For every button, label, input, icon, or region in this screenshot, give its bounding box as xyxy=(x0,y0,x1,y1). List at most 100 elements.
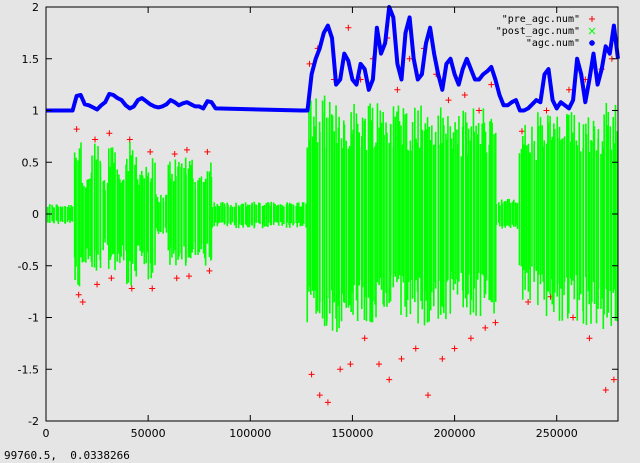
post-agc-strip xyxy=(231,206,234,223)
post-agc-strip xyxy=(55,204,58,221)
post-agc-strip xyxy=(113,162,115,254)
post-agc-strip xyxy=(432,144,435,307)
post-agc-strip xyxy=(68,205,70,221)
post-agc-strip xyxy=(198,177,201,253)
post-agc-strip xyxy=(561,138,564,321)
post-agc-strip xyxy=(514,202,517,227)
pre-agc-point xyxy=(525,298,532,305)
post-agc-strip xyxy=(576,145,579,321)
post-agc-strip xyxy=(290,203,293,224)
post-agc-strip xyxy=(78,148,81,287)
post-agc-strip xyxy=(114,152,116,271)
post-agc-strip xyxy=(227,204,229,224)
post-agc-strip xyxy=(476,134,479,280)
post-agc-strip xyxy=(338,116,340,329)
post-agc-strip xyxy=(289,202,291,228)
y-tick-label: 0 xyxy=(32,208,39,221)
post-agc-strip xyxy=(386,132,388,307)
post-agc-strip xyxy=(302,202,305,224)
post-agc-strip xyxy=(445,133,447,320)
post-agc-strip xyxy=(157,201,160,234)
post-agc-strip xyxy=(547,122,550,292)
post-agc-strip xyxy=(501,203,503,229)
post-agc-strip xyxy=(292,205,295,225)
post-agc-strip xyxy=(495,204,498,226)
post-agc-strip xyxy=(612,116,615,293)
post-agc-strip xyxy=(77,160,79,285)
post-agc-strip xyxy=(151,158,154,273)
post-agc-strip xyxy=(579,151,582,295)
post-agc-strip xyxy=(535,159,537,272)
post-agc-strip xyxy=(451,148,453,280)
legend-marker xyxy=(589,16,595,22)
post-agc-strip xyxy=(253,203,256,227)
post-agc-strip xyxy=(382,111,384,305)
pre-agc-point xyxy=(543,107,550,114)
post-agc-strip xyxy=(102,181,105,251)
post-agc-strip xyxy=(420,105,422,301)
post-agc-strip xyxy=(224,206,226,224)
post-agc-strip xyxy=(129,142,131,262)
post-agc-strip xyxy=(301,202,304,226)
post-agc-strip xyxy=(134,164,136,271)
post-agc-strip xyxy=(558,126,561,321)
post-agc-strip xyxy=(279,204,282,223)
post-agc-strip xyxy=(567,115,569,319)
post-agc-strip xyxy=(472,108,475,313)
post-agc-strip xyxy=(597,129,600,289)
post-agc-strip xyxy=(603,114,605,315)
pre-agc-point xyxy=(106,130,113,137)
post-agc-strip xyxy=(336,143,338,333)
post-agc-strip xyxy=(299,206,302,227)
post-agc-strip xyxy=(601,141,604,299)
post-agc-strip xyxy=(385,122,387,293)
post-agc-strip xyxy=(203,181,206,259)
post-agc-strip xyxy=(295,205,298,224)
x-tick-label: 50000 xyxy=(131,427,166,440)
pre-agc-point xyxy=(147,148,154,155)
post-agc-strip xyxy=(482,108,485,276)
legend-cross-icon xyxy=(588,27,596,35)
post-agc-strip xyxy=(400,125,402,315)
post-agc-strip xyxy=(255,204,257,223)
post-agc-strip xyxy=(257,202,260,224)
post-agc-strip xyxy=(462,110,464,308)
post-agc-strip xyxy=(533,140,536,269)
post-agc-strip xyxy=(614,104,617,321)
post-agc-strip xyxy=(244,202,247,225)
x-tick-label: 100000 xyxy=(229,427,271,440)
legend: "pre_agc.num""post_agc.num""agc.num" xyxy=(496,14,596,49)
post-agc-strip xyxy=(341,148,344,295)
post-agc-strip xyxy=(154,162,156,266)
post-agc-strip xyxy=(431,125,433,293)
post-agc-strip xyxy=(549,116,551,295)
post-agc-strip xyxy=(111,147,114,255)
cursor-coordinates: 99760.5, 0.0338266 xyxy=(4,449,130,462)
post-agc-strip xyxy=(595,150,598,324)
y-tick-label: -1.5 xyxy=(18,363,39,376)
post-agc-strip xyxy=(352,129,354,315)
post-agc-strip xyxy=(71,206,74,222)
post-agc-strip xyxy=(131,150,134,264)
post-agc-strip xyxy=(425,129,428,301)
post-agc-strip xyxy=(156,197,159,232)
post-agc-strip xyxy=(348,145,351,306)
post-agc-strip xyxy=(104,189,106,243)
post-agc-strip xyxy=(401,144,404,277)
post-agc-strip xyxy=(138,184,140,246)
post-agc-strip xyxy=(197,180,199,255)
post-agc-strip xyxy=(87,179,90,260)
post-agc-strip xyxy=(110,147,112,257)
post-agc-strip xyxy=(121,180,124,246)
post-agc-strip xyxy=(119,179,121,264)
post-agc-strip xyxy=(162,201,165,228)
pre-agc-point xyxy=(482,324,489,331)
post-agc-strip xyxy=(606,125,608,318)
post-agc-strip xyxy=(588,152,591,305)
pre-agc-point xyxy=(79,298,86,305)
post-agc-strip xyxy=(521,136,524,300)
post-agc-strip xyxy=(83,185,85,262)
post-agc-strip xyxy=(265,203,268,227)
post-agc-strip xyxy=(214,206,217,223)
